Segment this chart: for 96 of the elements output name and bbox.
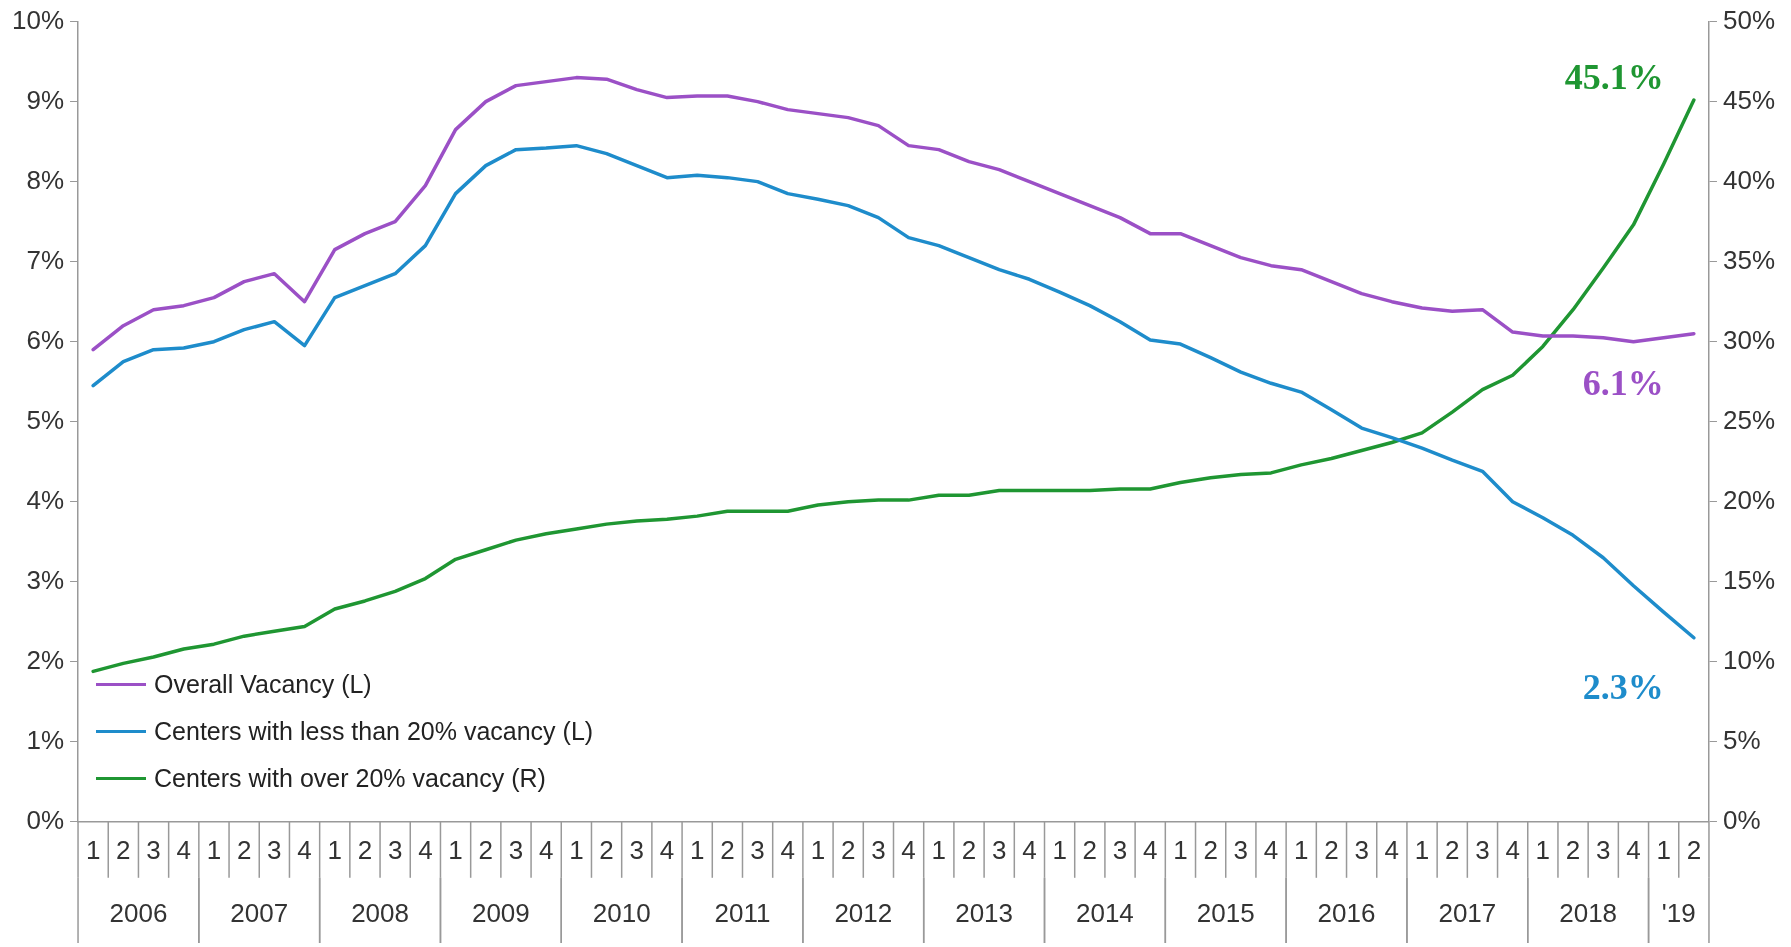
x-tick-label: 4	[297, 834, 312, 865]
x-tick-label: 2	[116, 834, 131, 865]
x-tick-label: 2	[599, 834, 614, 865]
x-tick-label: 3	[387, 834, 403, 865]
y2-tick-label: 10%	[1722, 644, 1776, 675]
x-tick-label: 3	[1354, 834, 1369, 865]
y2-tick-label: 45%	[1722, 84, 1776, 115]
y-tick-label: 4%	[26, 484, 65, 515]
y2-tick-label: 5%	[1722, 724, 1761, 755]
text: 2014	[1075, 897, 1134, 928]
x-tick-label: 3	[991, 834, 1007, 865]
x-tick-label: 2	[357, 834, 373, 865]
x-tick-label: 4	[780, 834, 796, 865]
x-tick-label: 1	[327, 834, 342, 865]
x-tick-label: 2	[236, 834, 252, 865]
y2-tick-label: 0%	[1722, 804, 1761, 835]
y-tick-label: 8%	[26, 164, 65, 195]
x-tick-label: 3	[1475, 834, 1490, 865]
x-tick-label: 1	[569, 834, 584, 865]
x-tick-label: 3	[1596, 834, 1611, 865]
x-tick-label: 1	[1414, 834, 1430, 865]
y-tick-label: 2%	[26, 644, 65, 675]
text: 2015	[1196, 897, 1255, 928]
x-tick-label: 2	[720, 834, 735, 865]
y2-tick-label: 20%	[1722, 484, 1776, 515]
text: 2012	[834, 897, 893, 928]
y-tick-label: 10%	[11, 4, 65, 35]
y2-tick-label: 40%	[1722, 164, 1776, 195]
y2-tick-label: 35%	[1722, 244, 1776, 275]
x-tick-label: 1	[85, 834, 101, 865]
x-tick-label: 4	[1384, 834, 1400, 865]
x-tick-label: 1	[1656, 834, 1671, 865]
text: 2006	[109, 897, 168, 928]
x-tick-label: 4	[538, 834, 554, 865]
legend-label: Centers with over 20% vacancy (R)	[154, 763, 546, 793]
x-tick-label: 2	[1082, 834, 1098, 865]
x-tick-label: 3	[508, 834, 524, 865]
y-tick-label: 7%	[26, 244, 65, 275]
x-tick-label: 3	[267, 834, 282, 865]
x-tick-label: 3	[1112, 834, 1128, 865]
x-tick-label: 4	[1263, 834, 1279, 865]
text: '19	[1661, 897, 1696, 928]
x-tick-label: 3	[1233, 834, 1249, 865]
x-tick-label: 1	[810, 834, 826, 865]
x-tick-label: 2	[1565, 834, 1581, 865]
y-tick-label: 9%	[26, 84, 65, 115]
y-tick-label: 0%	[26, 804, 65, 835]
x-tick-label: 4	[418, 834, 433, 865]
data-label: 45.1%	[1564, 57, 1664, 98]
legend-label: Centers with less than 20% vacancy (L)	[154, 716, 594, 746]
x-tick-label: 1	[689, 834, 705, 865]
text: 2008	[351, 897, 409, 928]
data-label: 2.3%	[1582, 667, 1664, 708]
x-tick-label: 2	[1686, 834, 1702, 865]
x-tick-label: 1	[206, 834, 222, 865]
x-tick-label: 3	[871, 834, 886, 865]
x-tick-label: 2	[1324, 834, 1339, 865]
x-tick-label: 3	[629, 834, 645, 865]
x-tick-label: 2	[961, 834, 977, 865]
x-tick-label: 4	[659, 834, 675, 865]
x-tick-label: 4	[1022, 834, 1037, 865]
y-tick-label: 3%	[26, 564, 65, 595]
text: 2010	[592, 897, 651, 928]
x-tick-label: 4	[901, 834, 916, 865]
y-tick-label: 6%	[26, 324, 65, 355]
data-label: 6.1%	[1582, 362, 1664, 403]
y-tick-label: 1%	[26, 724, 65, 755]
x-tick-label: 2	[1203, 834, 1218, 865]
text: 2011	[714, 897, 771, 928]
x-tick-label: 4	[176, 834, 191, 865]
y2-tick-label: 15%	[1722, 564, 1776, 595]
x-tick-label: 1	[1052, 834, 1067, 865]
text: 2013	[955, 897, 1014, 928]
legend-label: Overall Vacancy (L)	[154, 669, 372, 699]
x-tick-label: 1	[1535, 834, 1551, 865]
text: 2007	[230, 897, 289, 928]
text: 2009	[471, 897, 530, 928]
text: 2018	[1559, 897, 1618, 928]
x-tick-label: 3	[750, 834, 765, 865]
x-tick-label: 1	[931, 834, 947, 865]
x-tick-label: 2	[478, 834, 493, 865]
text: 2016	[1317, 897, 1376, 928]
y-tick-label: 5%	[26, 404, 65, 435]
x-tick-label: 1	[1294, 834, 1309, 865]
x-tick-label: 4	[1626, 834, 1641, 865]
y2-tick-label: 30%	[1722, 324, 1776, 355]
x-tick-label: 4	[1142, 834, 1158, 865]
x-tick-label: 1	[448, 834, 463, 865]
x-tick-label: 1	[1173, 834, 1188, 865]
x-tick-label: 2	[1445, 834, 1460, 865]
x-tick-label: 2	[840, 834, 856, 865]
y2-tick-label: 25%	[1722, 404, 1776, 435]
x-tick-label: 4	[1505, 834, 1520, 865]
x-tick-label: 3	[146, 834, 161, 865]
y2-tick-label: 50%	[1722, 4, 1776, 35]
text: 2017	[1438, 897, 1497, 928]
